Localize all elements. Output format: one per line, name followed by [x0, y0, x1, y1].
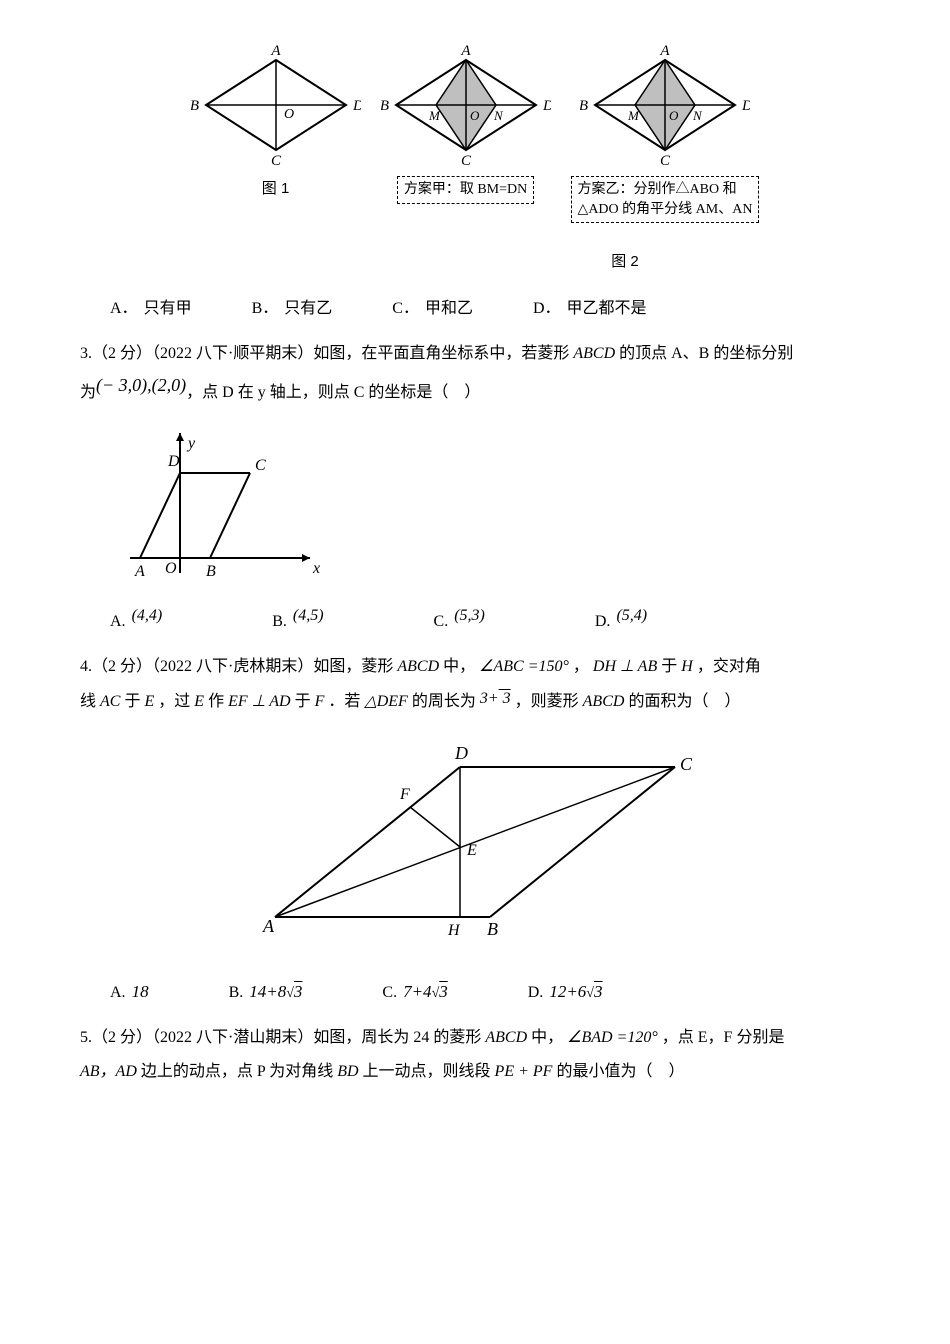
svg-text:B: B [381, 98, 389, 114]
label-D: D [352, 98, 361, 114]
q4-opt-c: C. 7+4√3 [382, 977, 447, 1008]
label-C: C [271, 153, 282, 169]
svg-text:A: A [659, 43, 670, 59]
q4-opt-a: A. 18 [110, 977, 149, 1008]
svg-text:D: D [454, 743, 468, 763]
label-A: A [270, 43, 281, 59]
svg-text:C: C [680, 754, 693, 774]
q3-opt-c: C. (5,3) [434, 608, 485, 637]
box-scheme-jia: 方案甲：取 BM=DN [397, 176, 534, 204]
svg-text:O: O [470, 108, 480, 123]
svg-text:O: O [165, 560, 177, 577]
svg-text:N: N [692, 108, 703, 123]
q4-figure-svg: A B C D E F H [235, 737, 715, 957]
q3-opt-b: B. (4,5) [272, 608, 323, 637]
figure-2-right: A B C D M O N 方案乙：分别作△ABO 和 △ADO 的角平分线 A… [571, 40, 760, 223]
q3-opt-a: A. (4,4) [110, 608, 162, 637]
q2-opt-c: C． 甲和乙 [392, 295, 473, 324]
q4-opt-b: B. 14+8√3 [229, 977, 303, 1008]
box-yi-line2: △ADO 的角平分线 AM、AN [578, 202, 753, 217]
rhombus-fig2b-svg: A B C D M O N [580, 40, 750, 170]
caption-fig1: 图 1 [262, 175, 290, 202]
svg-text:D: D [542, 98, 551, 114]
figure-row-top: A B C D O 图 1 A B C D M O N 方案甲：取 BM=DN [80, 40, 870, 223]
svg-text:x: x [312, 560, 320, 577]
svg-text:B: B [580, 98, 588, 114]
figure-2-left: A B C D M O N 方案甲：取 BM=DN [381, 40, 551, 223]
svg-text:C: C [660, 153, 671, 169]
caption-fig2: 图 2 [611, 248, 639, 275]
svg-text:O: O [669, 108, 679, 123]
svg-text:N: N [493, 108, 504, 123]
box-yi-line1: 方案乙：分别作△ABO 和 [578, 182, 737, 197]
svg-text:B: B [487, 919, 498, 939]
q4-options: A. 18 B. 14+8√3 C. 7+4√3 D. 12+6√3 [110, 977, 870, 1008]
svg-text:B: B [206, 563, 216, 580]
rhombus-fig2a-svg: A B C D M O N [381, 40, 551, 170]
fig-captions-bottom: 图 2 [80, 243, 870, 275]
q3-coord-svg: y x A B O D C [110, 418, 330, 588]
svg-text:y: y [186, 435, 196, 452]
svg-text:M: M [627, 108, 640, 123]
svg-text:D: D [167, 453, 180, 470]
q3-options: A. (4,4) B. (4,5) C. (5,3) D. (5,4) [110, 608, 870, 637]
q2-opt-d: D． 甲乙都不是 [533, 295, 647, 324]
figure-1: A B C D O 图 1 [191, 40, 361, 223]
svg-text:A: A [262, 916, 275, 936]
svg-text:D: D [741, 98, 750, 114]
svg-text:A: A [460, 43, 471, 59]
box-scheme-yi: 方案乙：分别作△ABO 和 △ADO 的角平分线 AM、AN [571, 176, 760, 223]
q3-text: 3.（2 分）（2022 八下·顺平期末）如图，在平面直角坐标系中，若菱形 AB… [80, 340, 870, 408]
svg-text:A: A [134, 563, 145, 580]
q2-opt-b: B． 只有乙 [252, 295, 333, 324]
svg-text:E: E [466, 842, 477, 859]
label-B: B [191, 98, 199, 114]
q2-opt-a: A． 只有甲 [110, 295, 192, 324]
svg-text:M: M [428, 108, 441, 123]
svg-text:C: C [255, 457, 266, 474]
rhombus-fig1-svg: A B C D O [191, 40, 361, 170]
q4-opt-d: D. 12+6√3 [528, 977, 603, 1008]
svg-text:F: F [399, 786, 410, 803]
q5-text: 5.（2 分）（2022 八下·潜山期末）如图，周长为 24 的菱形 ABCD … [80, 1024, 870, 1088]
q2-options: A． 只有甲 B． 只有乙 C． 甲和乙 D． 甲乙都不是 [110, 295, 870, 324]
q4-text: 4.（2 分）（2022 八下·虎林期末）如图，菱形 ABCD 中， ∠ABC … [80, 653, 870, 717]
svg-text:C: C [461, 153, 472, 169]
q3-opt-d: D. (5,4) [595, 608, 647, 637]
q3-figure: y x A B O D C [110, 418, 870, 599]
label-O: O [284, 107, 294, 122]
svg-text:H: H [447, 922, 461, 939]
